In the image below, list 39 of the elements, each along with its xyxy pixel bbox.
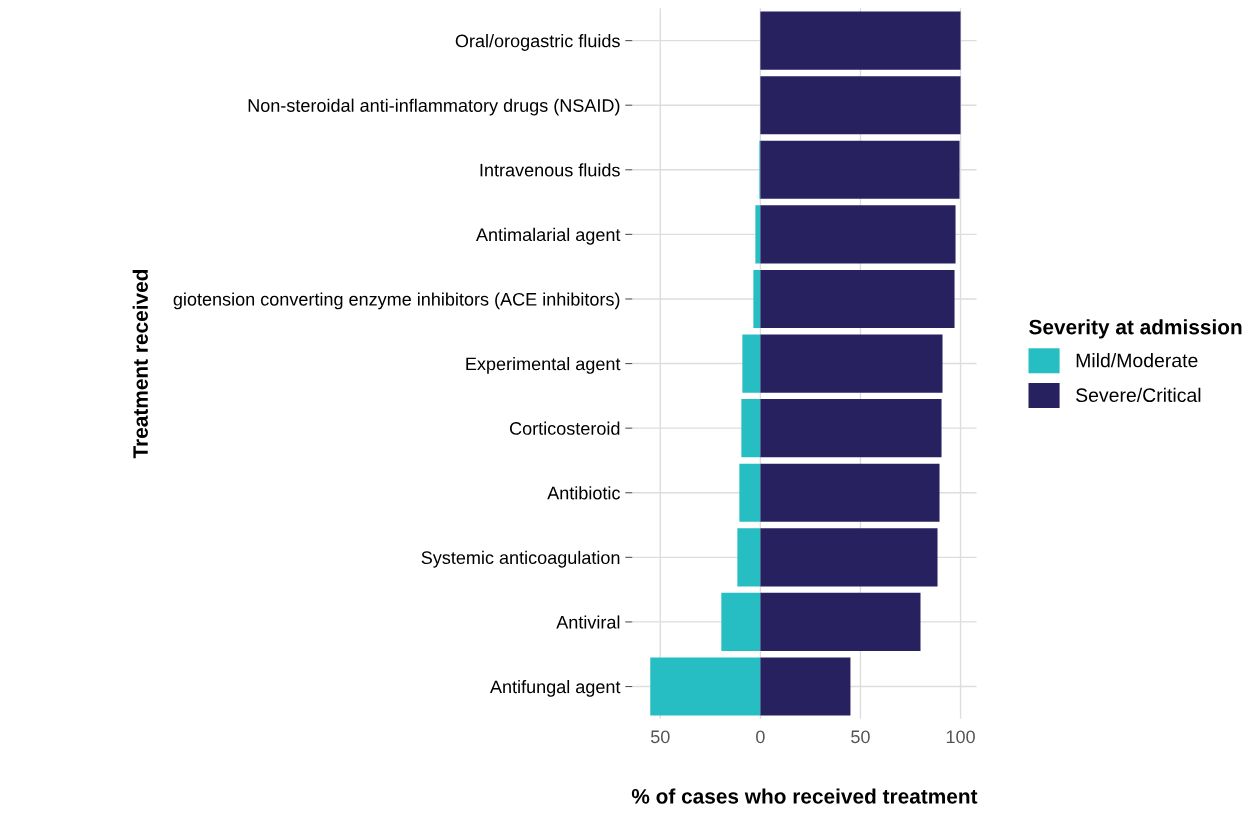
bar — [760, 11, 961, 70]
y-tick-label: Experimental agent — [466, 357, 621, 374]
bar — [760, 334, 943, 393]
bar — [760, 399, 942, 458]
bar — [760, 463, 940, 522]
y-tick-label: Non-steroidal anti-inflammatory drugs (NSAID) — [248, 98, 620, 116]
bar — [737, 528, 761, 587]
y-tick-label: Corticosteroid — [509, 421, 620, 435]
y-tick-label: Intravenous fluids — [480, 163, 620, 177]
bar — [739, 463, 761, 522]
y-tick-label: Antiviral — [556, 615, 620, 629]
x-tick-label: 0 — [756, 730, 765, 744]
y-tick-label: giotension converting enzyme inhibitors (ACE inhibitors) — [173, 292, 620, 310]
bar — [721, 592, 761, 651]
x-tick-label: 50 — [650, 730, 670, 744]
x-axis-title: % of cases who received treatment — [631, 788, 978, 804]
legend-title: Severity at admission — [1029, 319, 1242, 339]
bar — [760, 592, 921, 651]
y-tick-label: Antimalarial agent — [475, 227, 621, 245]
bar — [760, 657, 851, 716]
y-tick-label: Antifungal agent — [489, 679, 621, 697]
y-tick-label: Antibiotic — [547, 486, 620, 500]
bar — [760, 76, 961, 135]
x-tick-label: 100 — [946, 730, 975, 744]
y-tick-label: Systemic anticoagulation — [421, 550, 620, 568]
legend-label: Mild/Moderate — [1076, 353, 1198, 368]
bar — [760, 269, 955, 329]
x-tick-label: 50 — [851, 730, 870, 744]
bar — [755, 205, 761, 264]
legend-label: Severe/Critical — [1076, 387, 1201, 403]
bar — [650, 657, 761, 716]
bar — [760, 205, 956, 264]
y-tick-label: Oral/orogastric fluids — [455, 34, 620, 51]
bar — [760, 140, 960, 199]
bar — [760, 528, 938, 587]
bar — [741, 399, 761, 458]
bar — [753, 269, 761, 329]
bar — [742, 334, 761, 393]
y-axis-title: Treatment received — [132, 269, 148, 459]
